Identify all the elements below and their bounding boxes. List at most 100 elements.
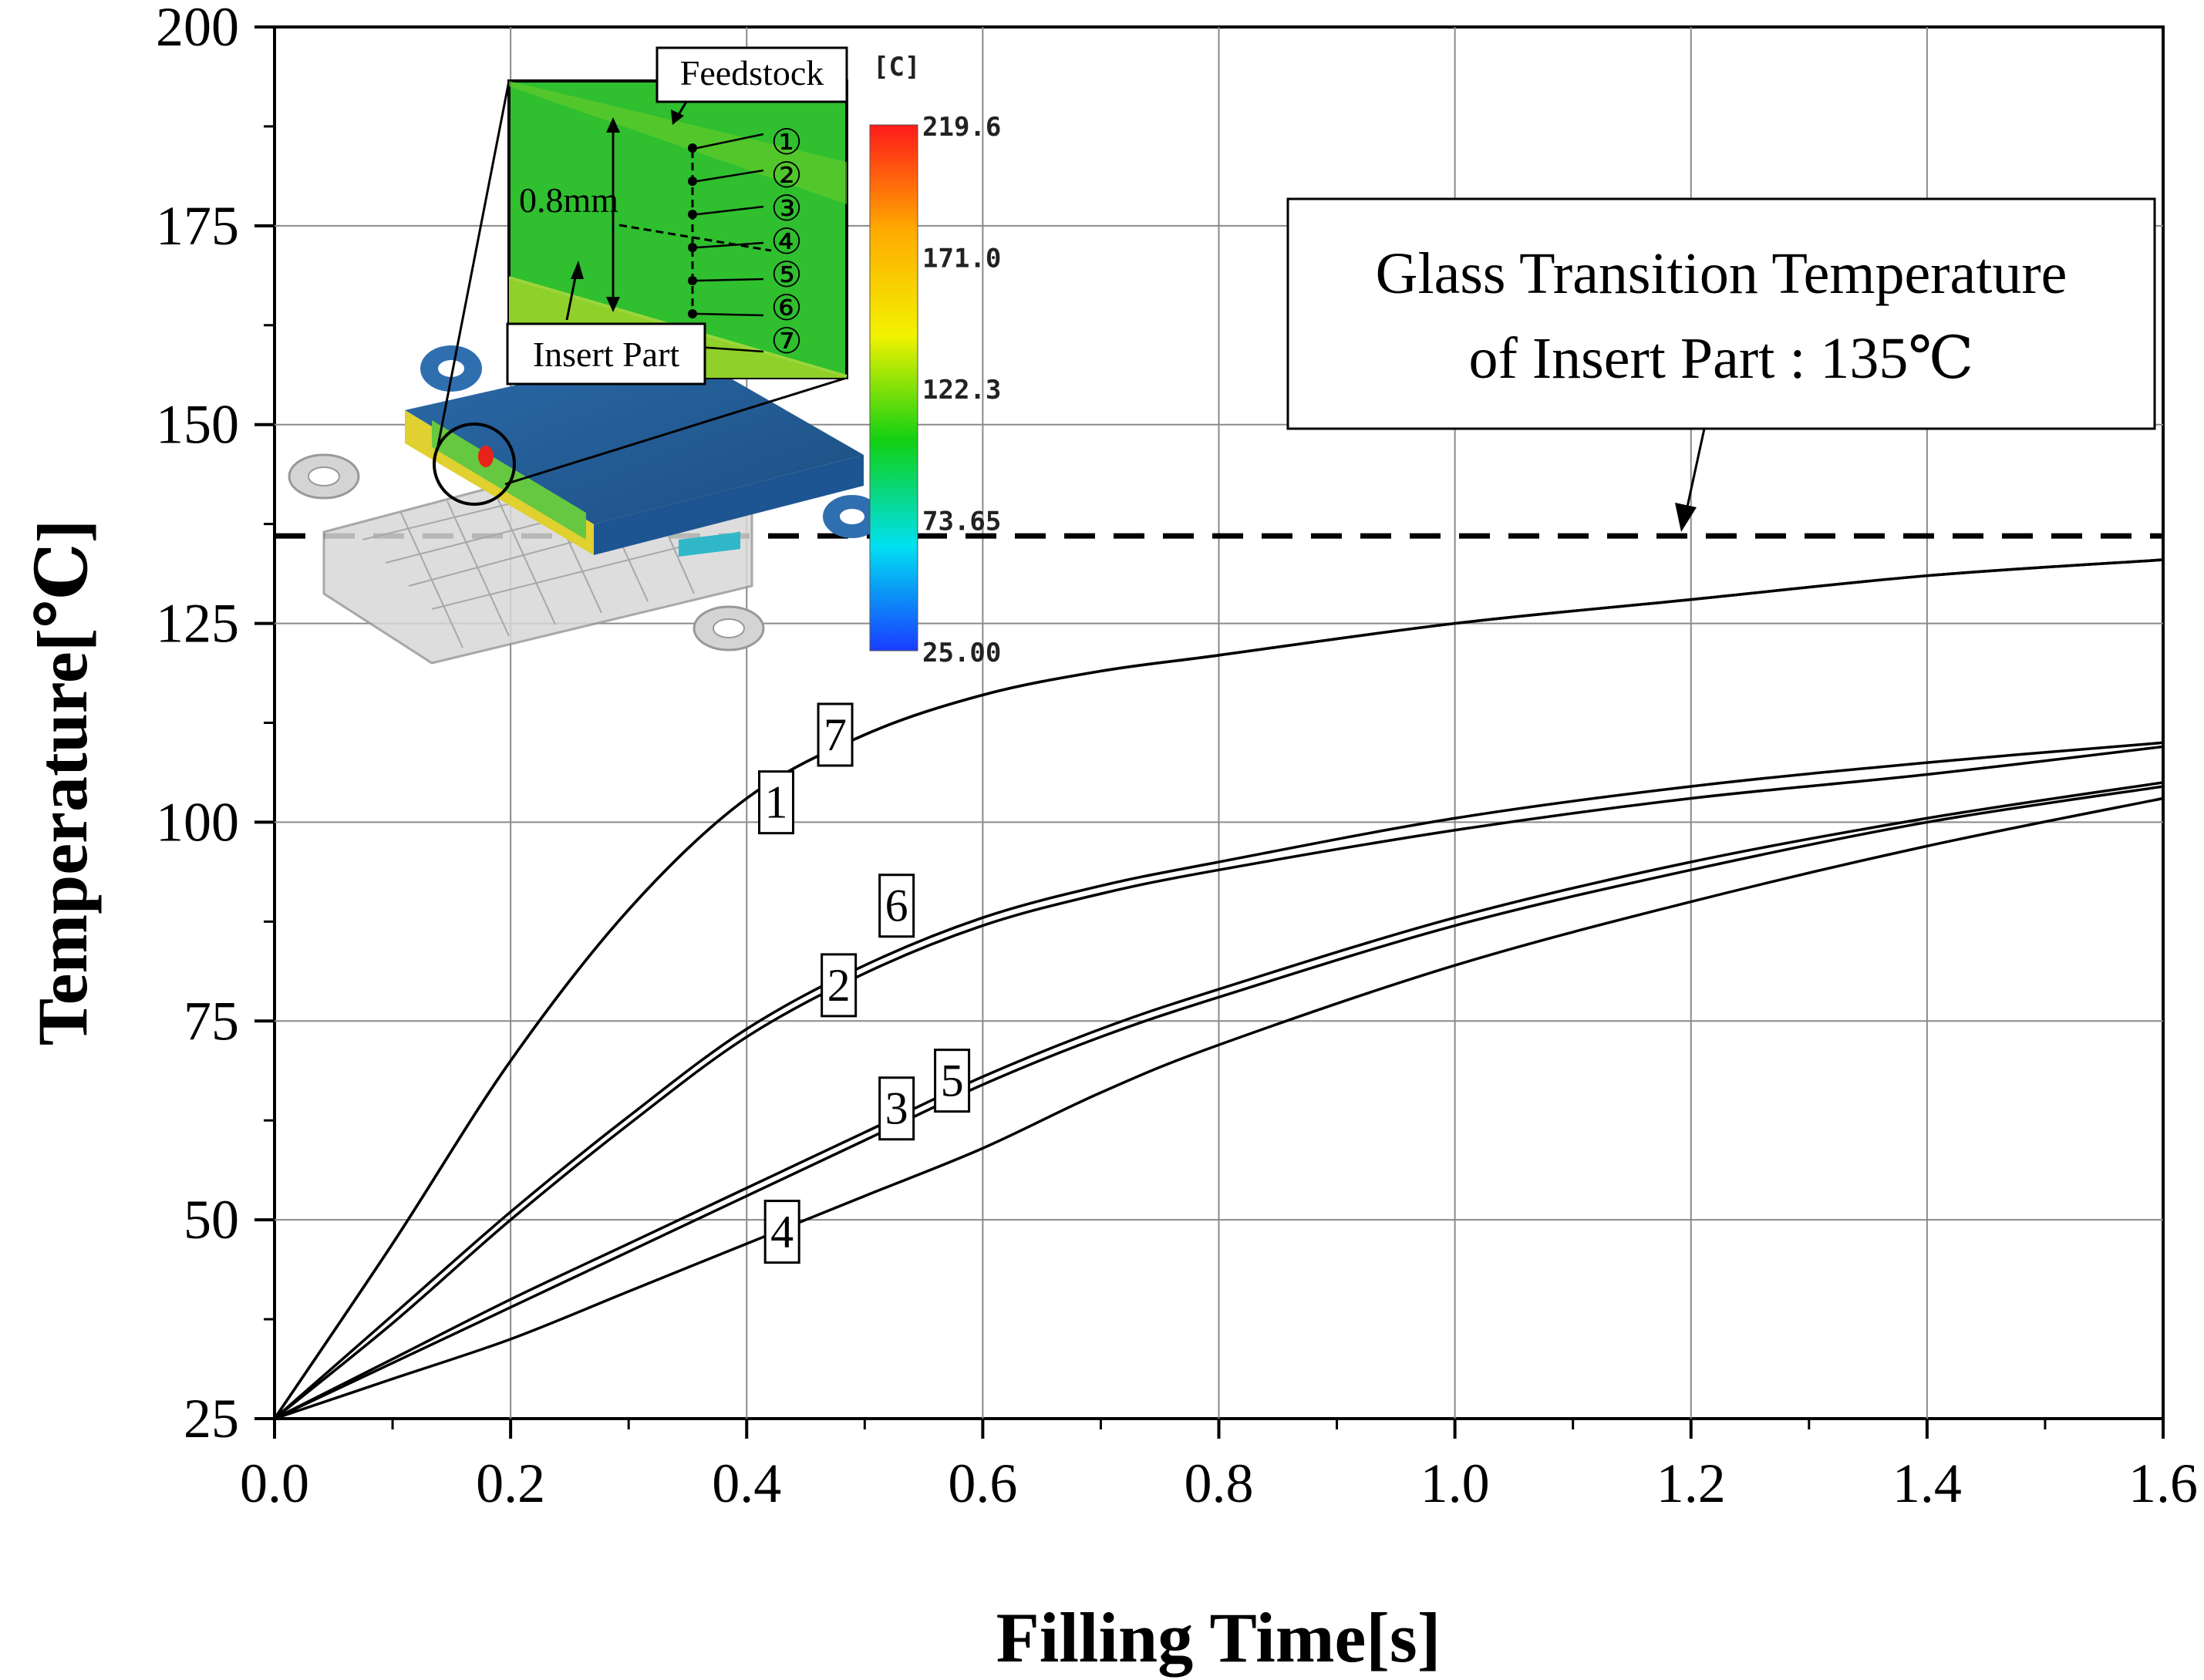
y-tick-label: 200 [156, 0, 239, 58]
curve-labels: 17 62 53 4 [758, 702, 971, 1264]
y-tick-label: 150 [156, 394, 239, 456]
curve-label-2: 2 [821, 953, 858, 1018]
inset-point-1: ① [688, 123, 803, 162]
inset-point-label: ① [770, 123, 802, 162]
colorbar-unit: [C] [873, 52, 920, 82]
annotation-line-2: of Insert Part : 135℃ [1469, 326, 1974, 391]
colorbar-tick-label: 171.0 [922, 244, 1001, 274]
inset-point-5: ⑤ [688, 255, 803, 295]
inset-point-arrow [696, 169, 764, 183]
inset-point-3: ③ [688, 189, 803, 228]
inset-point-dot [688, 210, 697, 219]
curve-label-text: 4 [770, 1207, 794, 1257]
inset-point-label: ⑤ [770, 255, 802, 295]
feedstock-callout: Feedstock [655, 46, 848, 125]
tick-labels: 0.0 0.2 0.4 0.6 0.8 1.0 1.2 1.4 1.62550751001251… [156, 0, 2198, 1514]
annotation-arrowhead [1675, 503, 1697, 532]
feedstock-label: Feedstock [680, 53, 824, 93]
curve-label-box [817, 702, 854, 767]
curve-label-3: 3 [878, 1076, 915, 1141]
curve-label-5: 5 [934, 1049, 971, 1113]
series-line-6 [273, 741, 2164, 1420]
inset-point-arrow [696, 345, 764, 353]
inset-point-label: ④ [770, 222, 802, 261]
x-tick-label: 1.4 [1892, 1453, 1962, 1514]
feedstock-model [405, 80, 881, 557]
inset-point-2: ② [688, 156, 803, 195]
curve-label-1: 1 [758, 770, 795, 835]
curve-label-text: 6 [885, 880, 908, 931]
inset-point-dot [688, 177, 697, 186]
x-tick-label: 0.8 [1185, 1453, 1254, 1514]
curve-label-box [878, 1076, 915, 1141]
inset-point-label: ⑥ [770, 288, 802, 328]
curve-label-text: 7 [824, 709, 847, 760]
colorbar-gradient [869, 124, 918, 651]
curve-label-7: 7 [817, 702, 854, 767]
annotation-box [1286, 197, 2156, 430]
inset-point-label: ② [770, 156, 802, 195]
x-tick-label: 1.2 [1656, 1453, 1726, 1514]
y-tick-label: 125 [156, 593, 239, 655]
inset-point-arrow [696, 278, 764, 282]
annotation-line-1: Glass Transition Temperature [1376, 241, 2068, 306]
curve-label-box [934, 1049, 971, 1113]
x-axis-title: Filling Time[s] [996, 1598, 1441, 1677]
y-tick-label: 100 [156, 791, 239, 853]
series-group [273, 558, 2164, 1420]
glass-transition-annotation: Glass Transition Temperature of Insert P… [1286, 197, 2156, 532]
annotation-arrow-line [1685, 428, 1706, 511]
curve-label-text: 5 [941, 1055, 964, 1106]
axis-ticks [254, 25, 2165, 1439]
y-tick-label: 175 [156, 195, 239, 257]
inset-point-arrow [696, 312, 764, 317]
inset-point-dot [688, 243, 697, 252]
x-tick-label: 1.0 [1420, 1453, 1490, 1514]
curve-label-text: 2 [827, 960, 851, 1011]
curve-label-box [821, 953, 858, 1018]
series-line-4 [274, 796, 2164, 1420]
inset-point-arrow [696, 133, 764, 150]
curve-label-4: 4 [763, 1200, 800, 1264]
x-tick-label: 0.0 [240, 1453, 309, 1514]
curve-label-text: 3 [885, 1083, 908, 1134]
curve-label-text: 1 [765, 777, 788, 828]
inset-point-6: ⑥ [688, 288, 803, 328]
x-tick-label: 0.6 [948, 1453, 1017, 1514]
curve-label-box [763, 1200, 800, 1264]
inset-point-arrow [696, 241, 764, 249]
x-tick-label: 0.2 [476, 1453, 545, 1514]
series-line-3 [274, 785, 2164, 1420]
insert-part-callout: Insert Part [506, 322, 706, 385]
inset-point-arrow [696, 205, 764, 216]
colorbar-tick-label: 122.3 [922, 375, 1001, 406]
y-tick-label: 75 [184, 990, 239, 1052]
inset-point-dot [688, 143, 697, 153]
curve-label-box [758, 770, 795, 835]
inset-point-dot [688, 276, 697, 285]
inset-point-label: ③ [770, 189, 802, 228]
colorbar-tick-label: 219.6 [922, 112, 1001, 143]
inset-point-label: ⑦ [770, 322, 802, 361]
colorbar-tick-label: 25.00 [922, 638, 1001, 668]
insert-part-label: Insert Part [533, 335, 680, 374]
x-tick-label: 0.4 [712, 1453, 781, 1514]
dimension-label: 0.8mm [519, 180, 618, 220]
inset-point-4: ④ [688, 222, 803, 261]
colorbar-ticks: 219.6 171.0 122.3 73.65 25.00 [922, 112, 1001, 668]
inset-point-dot [688, 309, 697, 318]
curve-label-box [878, 874, 915, 938]
series-line-7 [273, 558, 2164, 1419]
colorbar: [C] 219.6 171.0 122.3 73.65 25.00 [869, 52, 1001, 668]
inset-zoom-circle [433, 423, 516, 506]
colorbar-tick-label: 73.65 [922, 507, 1001, 537]
y-tick-label: 50 [184, 1189, 239, 1251]
y-tick-label: 25 [184, 1388, 239, 1449]
curve-label-6: 6 [878, 874, 915, 938]
y-axis-title: Temperature[℃] [23, 520, 102, 1046]
series-line-5 [274, 781, 2164, 1420]
series-line-2 [273, 745, 2164, 1420]
